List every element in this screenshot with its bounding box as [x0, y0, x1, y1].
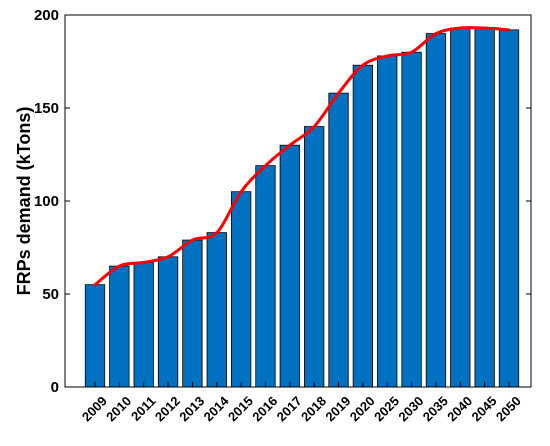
- bar-2011: [133, 261, 154, 388]
- x-tick-label: 2020: [347, 393, 378, 424]
- bar-2025: [377, 55, 398, 388]
- y-axis-title: FRPs demand (kTons): [14, 107, 34, 296]
- bar-2035: [425, 33, 447, 388]
- x-tick-label: 2035: [420, 393, 451, 424]
- x-tick-label: 2016: [249, 393, 280, 424]
- y-tick-label: 150: [34, 100, 59, 117]
- y-tick-label: 50: [42, 286, 59, 303]
- x-tick-label: 2010: [103, 393, 134, 424]
- y-tick-label: 0: [51, 379, 59, 396]
- line-layer: [93, 26, 511, 287]
- bar-2017: [279, 144, 300, 388]
- bar-2012: [157, 256, 179, 388]
- bar-2019: [328, 92, 349, 388]
- bar-2009: [84, 284, 106, 388]
- x-tick-label: 2013: [176, 393, 207, 424]
- bars-layer: [84, 27, 520, 388]
- x-tick-label: 2017: [274, 393, 305, 424]
- bar-2018: [304, 126, 325, 388]
- x-axis: 2009201020112012201320142015201620172018…: [79, 382, 524, 424]
- bar-2050: [498, 29, 520, 388]
- x-tick-label: 2050: [493, 393, 524, 424]
- bar-2016: [255, 165, 276, 388]
- x-tick-label: 2018: [298, 393, 329, 424]
- y-tick-label: 100: [34, 193, 59, 210]
- bar-2010: [109, 265, 130, 388]
- x-tick-label: 2012: [152, 393, 183, 424]
- x-tick-label: 2045: [468, 393, 499, 424]
- x-tick-label: 2025: [371, 393, 402, 424]
- trend-line: [93, 26, 511, 287]
- bar-2020: [352, 64, 374, 388]
- bar-2040: [450, 27, 471, 388]
- x-tick-label: 2009: [79, 393, 110, 424]
- x-tick-label: 2019: [322, 393, 353, 424]
- y-axis: 0 50 100 150 200: [34, 7, 531, 396]
- y-tick-label: 200: [34, 7, 59, 24]
- x-tick-label: 2014: [201, 393, 233, 425]
- bar-2014: [206, 232, 227, 388]
- x-tick-label: 2040: [444, 393, 475, 424]
- x-tick-label: 2011: [128, 393, 159, 424]
- bar-2045: [474, 27, 495, 388]
- bar-2015: [230, 191, 252, 388]
- x-tick-label: 2015: [225, 393, 256, 424]
- bar-2030: [401, 51, 422, 388]
- x-tick-label: 2030: [395, 393, 426, 424]
- bar-2013: [182, 239, 203, 388]
